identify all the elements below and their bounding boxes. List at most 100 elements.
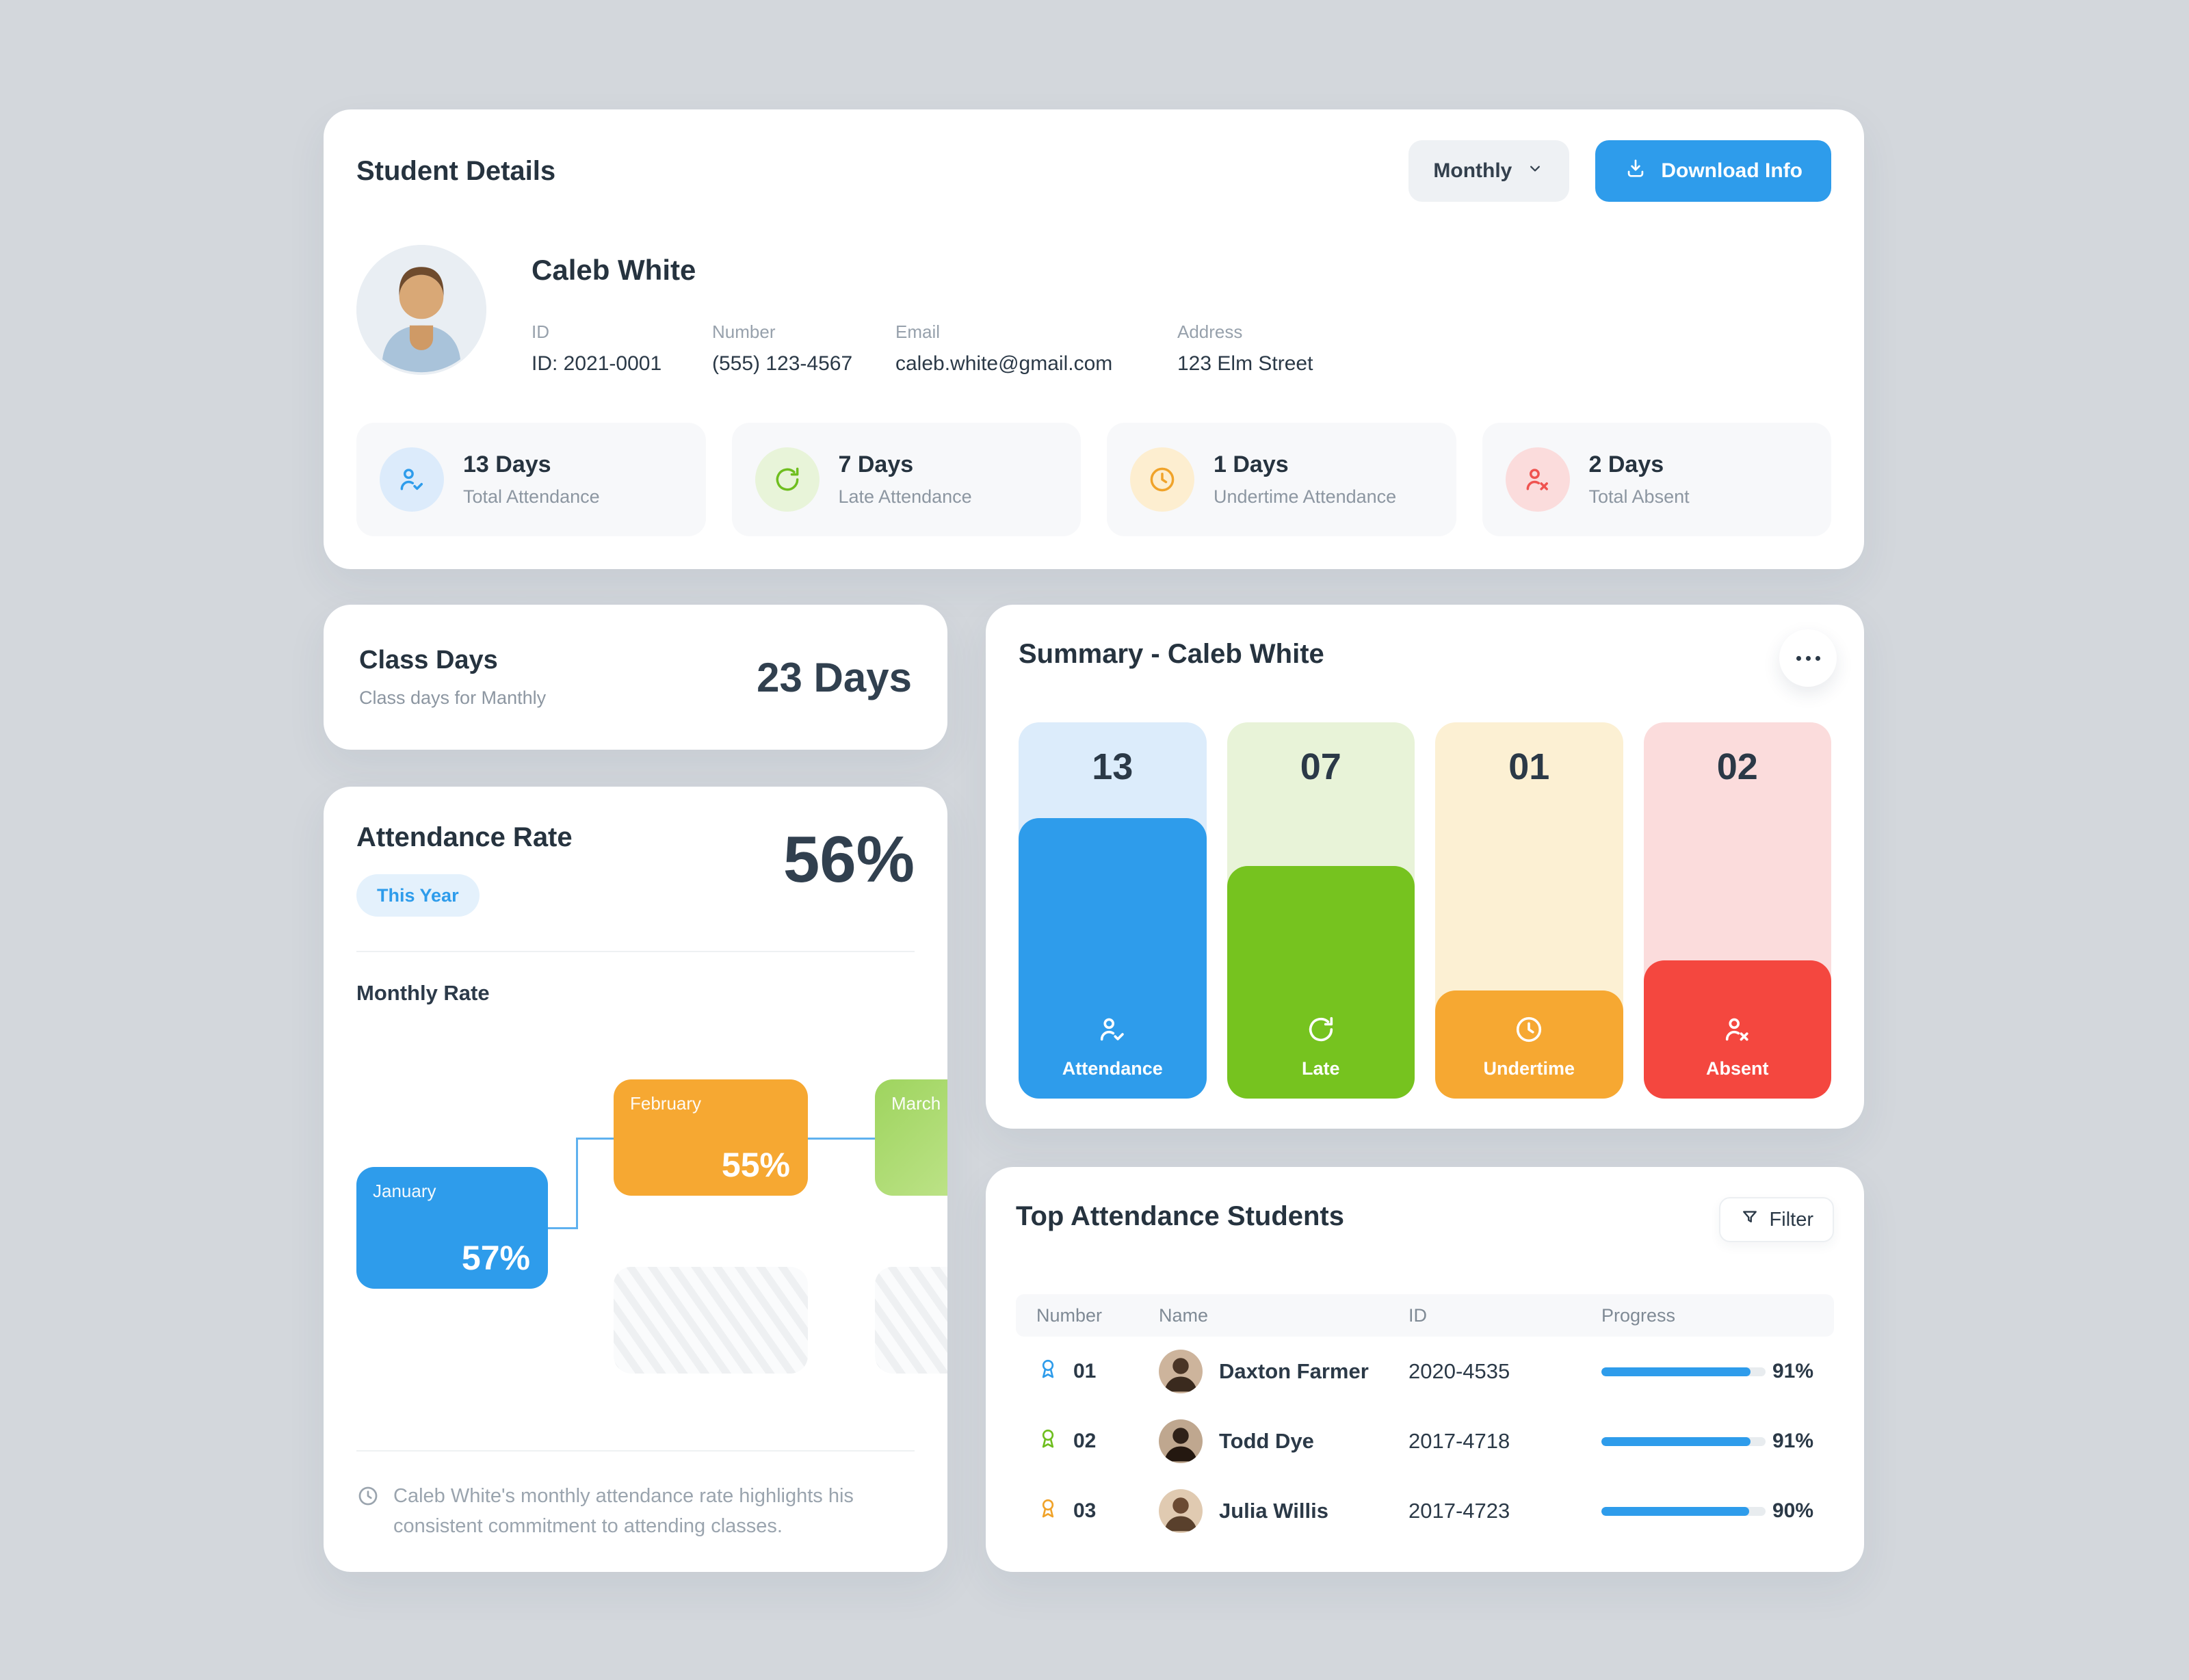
medal-icon <box>1036 1357 1060 1386</box>
chart-connector <box>576 1138 614 1140</box>
attendance-note-text: Caleb White's monthly attendance rate hi… <box>393 1485 854 1537</box>
chart-connector <box>808 1138 875 1140</box>
more-options-button[interactable] <box>1779 629 1837 687</box>
divider <box>356 951 915 952</box>
rank-cell: 03 <box>1036 1497 1159 1525</box>
field-label: Email <box>895 321 941 343</box>
monthly-rate-label: Monthly Rate <box>356 981 490 1005</box>
filter-label: Filter <box>1769 1208 1813 1231</box>
month-name: January <box>373 1181 436 1201</box>
stat-late-attendance: 7 Days Late Attendance <box>731 423 1081 536</box>
month-box-february: February 55% <box>614 1079 808 1196</box>
student-name: Julia Willis <box>1219 1499 1328 1523</box>
month-value: 57% <box>461 1239 530 1277</box>
field-label: ID <box>532 321 549 343</box>
summary-title: Summary - Caleb White <box>1019 639 1324 669</box>
download-info-button[interactable]: Download Info <box>1595 140 1831 202</box>
period-selector[interactable]: Monthly <box>1408 140 1570 202</box>
students-table: Number Name ID Progress 01 Daxton Farmer <box>1016 1294 1834 1546</box>
person-check-icon <box>380 447 444 512</box>
summary-bars: 13 Attendance 07 Late 01 <box>1019 722 1831 1099</box>
avatar <box>356 245 486 375</box>
bar-fill: Late <box>1227 866 1415 1099</box>
this-year-chip[interactable]: This Year <box>356 874 480 917</box>
name-cell: Daxton Farmer <box>1159 1350 1408 1393</box>
progress-fill <box>1601 1436 1751 1446</box>
summary-bar-absent: 02 Absent <box>1643 722 1831 1099</box>
id-cell: 2020-4535 <box>1408 1359 1510 1383</box>
filter-icon <box>1740 1207 1760 1233</box>
progress-fill <box>1601 1506 1749 1516</box>
stat-undertime-attendance: 1 Days Undertime Attendance <box>1107 423 1456 536</box>
student-name: Caleb White <box>532 254 696 286</box>
field-value: caleb.white@gmail.com <box>895 352 1113 376</box>
student-details-header: Student Details Monthly Download Info <box>356 140 1831 202</box>
download-info-label: Download Info <box>1661 159 1803 182</box>
table-row[interactable]: 02 Todd Dye 2017-4718 91% <box>1016 1406 1834 1476</box>
attendance-rate-title: Attendance Rate <box>356 822 573 852</box>
progress-cell: 91% <box>1601 1360 1813 1383</box>
table-header: Number Name ID Progress <box>1016 1294 1834 1337</box>
student-name: Daxton Farmer <box>1219 1359 1369 1383</box>
field-label: Address <box>1177 321 1243 343</box>
bar-label: Attendance <box>1062 1058 1163 1079</box>
chart-placeholder <box>875 1267 947 1374</box>
stat-label: Late Attendance <box>838 486 972 507</box>
bar-count: 07 <box>1300 746 1341 787</box>
progress-track <box>1601 1367 1766 1376</box>
col-number: Number <box>1036 1304 1103 1326</box>
stat-label: Total Attendance <box>463 486 600 507</box>
rank-cell: 01 <box>1036 1357 1159 1386</box>
bar-fill: Undertime <box>1435 990 1623 1099</box>
dot <box>1815 655 1820 661</box>
chart-placeholder <box>614 1267 808 1374</box>
person-x-icon <box>1505 447 1570 512</box>
bar-label: Late <box>1301 1058 1340 1079</box>
stat-total-attendance: 13 Days Total Attendance <box>356 423 706 536</box>
stat-value: 1 Days <box>1214 451 1289 477</box>
filter-button[interactable]: Filter <box>1718 1197 1834 1242</box>
progress-track <box>1601 1506 1766 1516</box>
stat-total-absent: 2 Days Total Absent <box>1482 423 1831 536</box>
id-cell: 2017-4723 <box>1408 1499 1510 1523</box>
dot <box>1805 655 1811 661</box>
clock-icon <box>1513 1014 1545 1049</box>
student-info: Caleb White ID ID: 2021-0001 Number (555… <box>532 245 1313 376</box>
field-email: Email caleb.white@gmail.com <box>895 321 1177 376</box>
field-value: ID: 2021-0001 <box>532 352 662 376</box>
attendance-rate-card: Attendance Rate This Year 56% Monthly Ra… <box>324 787 947 1572</box>
table-row[interactable]: 03 Julia Willis 2017-4723 90% <box>1016 1476 1834 1546</box>
rotate-icon <box>1305 1014 1337 1049</box>
student-fields: ID ID: 2021-0001 Number (555) 123-4567 E… <box>532 321 1313 376</box>
rotate-icon <box>755 447 820 512</box>
medal-icon <box>1036 1427 1060 1456</box>
divider <box>356 1450 915 1452</box>
student-name: Todd Dye <box>1219 1429 1314 1453</box>
person-check-icon <box>1097 1014 1128 1049</box>
person-x-icon <box>1722 1014 1753 1049</box>
attendance-note: Caleb White's monthly attendance rate hi… <box>356 1482 915 1541</box>
bar-fill: Absent <box>1643 960 1831 1099</box>
summary-card: Summary - Caleb White 13 Attendance 07 <box>986 605 1864 1129</box>
col-progress: Progress <box>1601 1304 1676 1326</box>
chevron-down-icon <box>1525 159 1545 183</box>
top-students-card: Top Attendance Students Filter Number Na… <box>986 1167 1864 1572</box>
stat-label: Undertime Attendance <box>1214 486 1397 507</box>
class-days-subtitle: Class days for Manthly <box>359 687 547 708</box>
field-address: Address 123 Elm Street <box>1177 321 1313 376</box>
medal-icon <box>1036 1497 1060 1525</box>
summary-bar-late: 07 Late <box>1227 722 1415 1099</box>
stat-value: 7 Days <box>838 451 914 477</box>
attendance-rate-value: 56% <box>783 823 915 896</box>
bar-count: 01 <box>1508 746 1550 787</box>
student-profile: Caleb White ID ID: 2021-0001 Number (555… <box>356 245 1313 376</box>
progress-fill <box>1601 1367 1751 1376</box>
stat-label: Total Absent <box>1588 486 1690 507</box>
name-cell: Todd Dye <box>1159 1419 1408 1463</box>
table-row[interactable]: 01 Daxton Farmer 2020-4535 91% <box>1016 1337 1834 1406</box>
field-number: Number (555) 123-4567 <box>712 321 895 376</box>
top-students-title: Top Attendance Students <box>1016 1201 1344 1231</box>
month-name: February <box>630 1093 702 1114</box>
period-selector-value: Monthly <box>1433 159 1512 182</box>
class-days-card: Class Days Class days for Manthly 23 Day… <box>324 605 947 750</box>
